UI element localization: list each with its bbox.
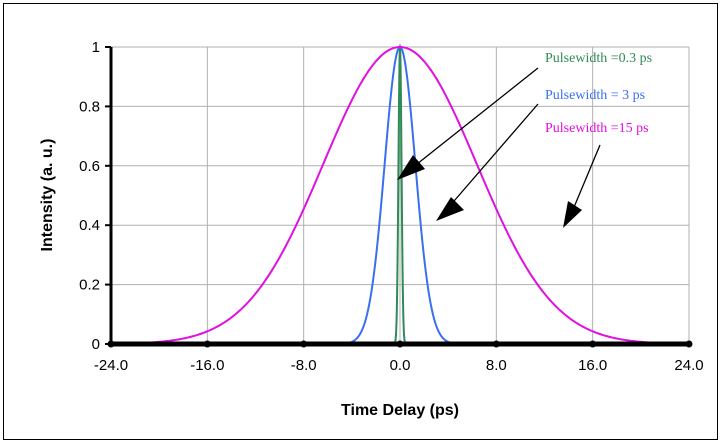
y-tick-label: 0 [92,336,100,353]
arrow-3ps-head [436,197,464,221]
y-tick-label: 0.6 [79,158,100,175]
annotation-arrows [397,67,601,228]
legend-label-15ps: Pulsewidth =15 ps [545,121,649,136]
y-tick-label: 0.2 [79,277,100,294]
x-tick-label: -24.0 [94,357,128,374]
x-tick-label: -8.0 [291,357,317,374]
arrow-15ps-head [563,201,582,228]
arrow-3ps-line [447,103,539,209]
chart-frame [3,3,718,440]
y-tick-label: 1 [92,39,100,56]
grid-lines [111,46,690,344]
x-tick-labels: -24.0 -16.0 -8.0 0.0 8.0 16.0 24.0 [94,357,704,374]
legend: Pulsewidth =0.3 ps Pulsewidth = 3 ps Pul… [545,51,652,136]
x-axis-title: Time Delay (ps) [341,402,459,419]
legend-label-3ps: Pulsewidth = 3 ps [545,88,645,103]
x-tick-label: 24.0 [674,357,703,374]
x-tick-label: 8.0 [486,357,507,374]
legend-label-0-3ps: Pulsewidth =0.3 ps [545,51,652,66]
x-tick-label: -16.0 [190,357,224,374]
y-axis-title: Intensity (a. u.) [39,139,56,252]
y-tick-labels: 0 0.2 0.4 0.6 0.8 1 [79,39,100,353]
y-tick-label: 0.8 [79,98,100,115]
x-tick-label: 16.0 [578,357,607,374]
y-tick-label: 0.4 [79,217,100,234]
x-tick-label: 0.0 [390,357,411,374]
arrow-0-3ps-head [397,155,425,180]
arrow-15ps-line [571,144,601,213]
axes [105,46,693,348]
series-line-15ps [110,45,690,345]
arrow-0-3ps-line [406,67,539,173]
